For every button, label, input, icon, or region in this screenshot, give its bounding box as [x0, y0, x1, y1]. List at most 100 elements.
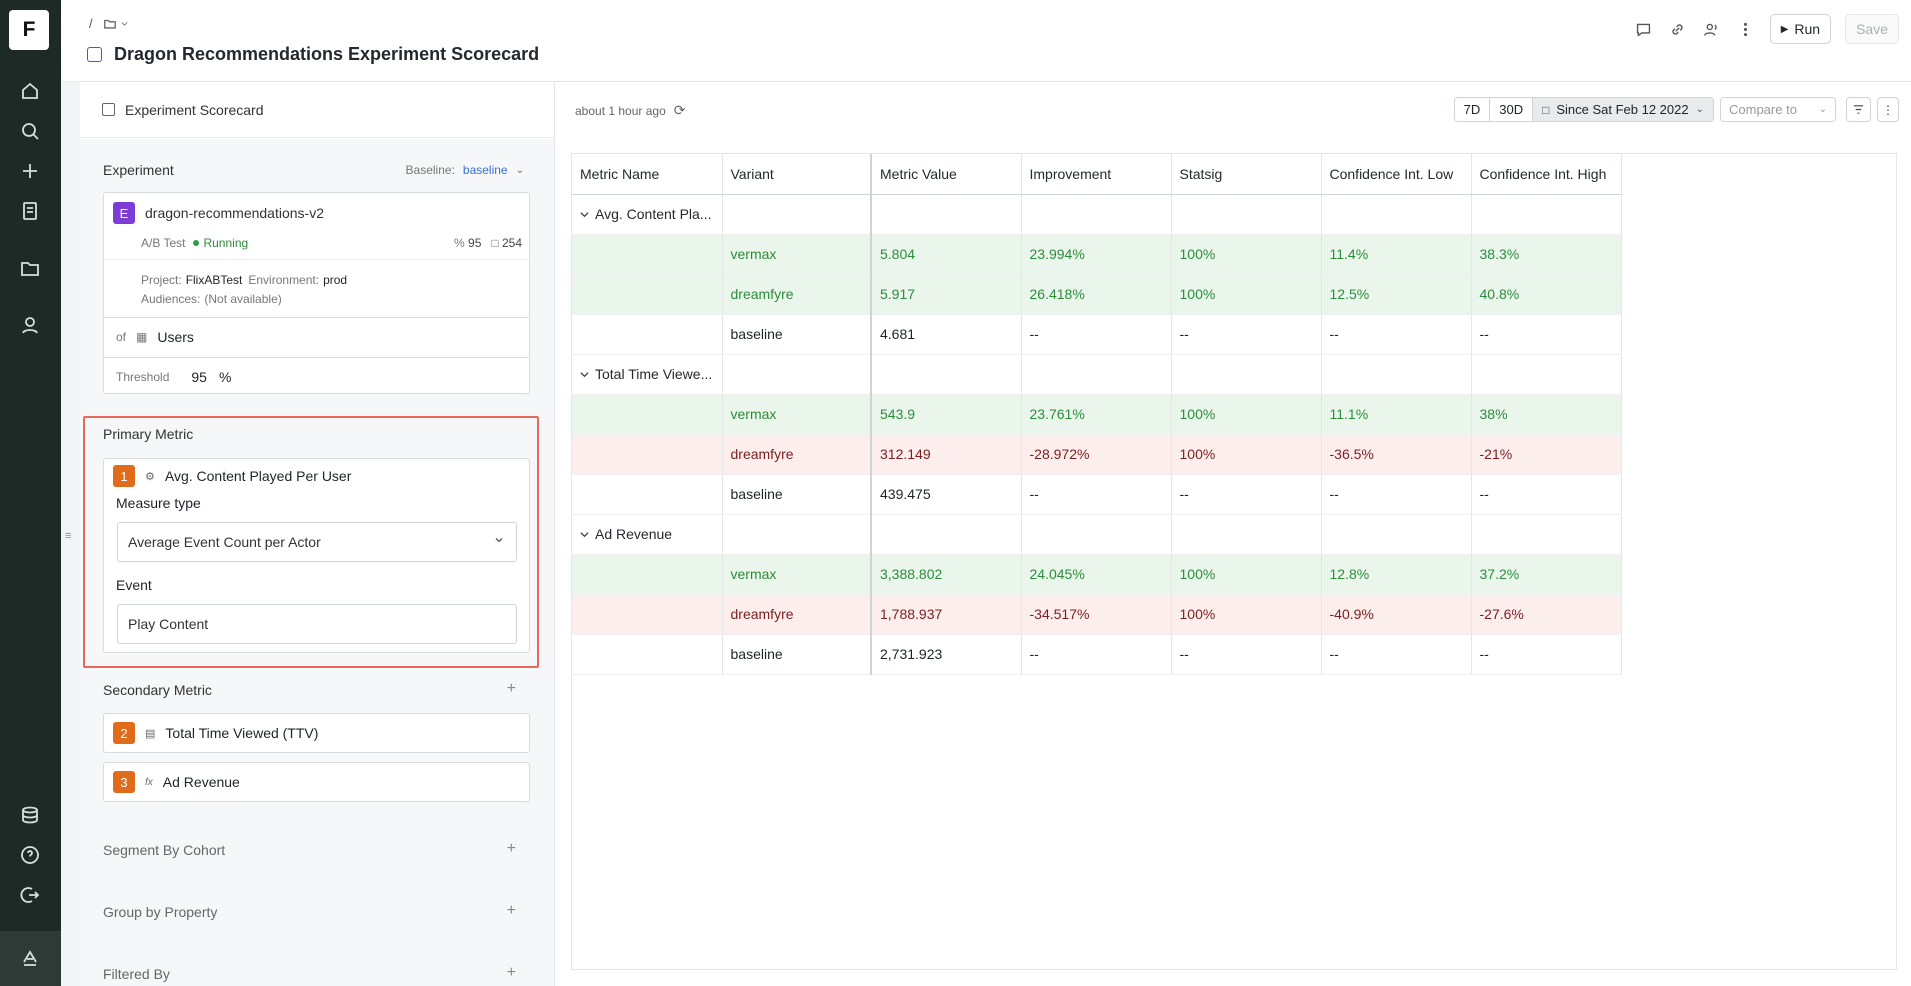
comment-icon[interactable] [1634, 19, 1654, 39]
column-header[interactable]: Metric Value [871, 154, 1022, 195]
high-cell: 38% [1471, 394, 1622, 435]
home-icon[interactable] [18, 79, 42, 103]
table-cell [572, 274, 723, 315]
chevron-down-icon [580, 372, 589, 378]
calendar-icon: □ [1542, 102, 1550, 117]
column-header[interactable]: Metric Name [572, 154, 723, 195]
improvement-cell: -- [1021, 474, 1172, 515]
value-cell: 543.9 [871, 394, 1022, 435]
table-cell [1171, 514, 1322, 555]
table-cell [1471, 194, 1622, 235]
drag-handle-icon[interactable]: ≡ [65, 530, 72, 542]
help-icon[interactable] [18, 843, 42, 867]
chart-metric-icon: ▤ [145, 727, 156, 740]
more-vertical-icon[interactable] [1736, 19, 1756, 39]
user-icon[interactable] [18, 313, 42, 337]
reports-icon[interactable] [18, 199, 42, 223]
save-button[interactable]: Save [1845, 14, 1899, 44]
value-cell: 4.681 [871, 314, 1022, 355]
table-cell [572, 234, 723, 275]
threshold-input[interactable]: 95 [191, 369, 207, 385]
chevron-down-icon [121, 22, 128, 26]
add-filter-button[interactable]: + [506, 964, 516, 981]
status-text: Running [203, 236, 249, 250]
panel-gutter: ≡ [61, 82, 80, 986]
column-header[interactable]: Confidence Int. Low [1321, 154, 1472, 195]
high-cell: -21% [1471, 434, 1622, 475]
add-secondary-metric-button[interactable]: + [506, 680, 516, 697]
share-users-icon[interactable] [1702, 19, 1722, 39]
column-header[interactable]: Confidence Int. High [1471, 154, 1622, 195]
add-cohort-button[interactable]: + [506, 840, 516, 857]
group-cell[interactable]: Avg. Content Pla... [572, 194, 723, 235]
app-logo[interactable]: F [9, 10, 49, 50]
group-cell[interactable]: Total Time Viewe... [572, 354, 723, 395]
table-cell [871, 354, 1022, 395]
logout-icon[interactable] [18, 883, 42, 907]
measure-type-select[interactable]: Average Event Count per Actor [117, 522, 517, 562]
run-button[interactable]: ▶ Run [1769, 14, 1832, 44]
brand-footer [0, 931, 61, 986]
secondary-metric-item[interactable]: 3 fx Ad Revenue [103, 762, 530, 802]
column-header[interactable]: Variant [722, 154, 872, 195]
primary-metric-card: 1 ⚙ Avg. Content Played Per User Measure… [103, 458, 530, 653]
secondary-metric-item[interactable]: 2 ▤ Total Time Viewed (TTV) [103, 713, 530, 753]
statsig-cell: -- [1171, 474, 1322, 515]
folder-icon[interactable] [18, 256, 42, 280]
filter-icon[interactable] [1846, 97, 1871, 122]
date-picker-button[interactable]: □ Since Sat Feb 12 2022 ⌄ [1533, 98, 1713, 121]
table-cell [572, 394, 723, 435]
improvement-cell: -34.517% [1021, 594, 1172, 635]
group-row[interactable]: Avg. Content Pla... [572, 194, 1622, 235]
range-7d-button[interactable]: 7D [1454, 98, 1491, 121]
plus-icon[interactable] [18, 159, 42, 183]
improvement-cell: -- [1021, 314, 1172, 355]
environment-value: prod [323, 273, 348, 287]
breadcrumb-folder-dropdown[interactable] [103, 17, 129, 31]
secondary-metric-name: Total Time Viewed (TTV) [165, 725, 319, 741]
column-header[interactable]: Statsig [1171, 154, 1322, 195]
experiment-type: A/B Test [141, 236, 186, 250]
of-value[interactable]: Users [157, 329, 194, 345]
event-input[interactable]: Play Content [117, 604, 517, 644]
segment-by-cohort-label: Segment By Cohort [103, 842, 226, 858]
table-cell [722, 514, 872, 555]
chevron-down-icon [580, 212, 589, 218]
statsig-cell: 100% [1171, 594, 1322, 635]
compare-to-placeholder: Compare to [1729, 102, 1797, 117]
primary-metric-name[interactable]: Avg. Content Played Per User [164, 468, 352, 484]
table-cell [1021, 194, 1172, 235]
brand-mark-icon[interactable] [18, 946, 42, 970]
more-vertical-icon[interactable]: ⋮ [1877, 97, 1899, 122]
database-icon[interactable] [18, 803, 42, 827]
group-cell[interactable]: Ad Revenue [572, 514, 723, 555]
metric-name: Ad Revenue [595, 526, 673, 542]
baseline-selector[interactable]: Baseline: baseline ⌄ [406, 163, 524, 177]
column-header[interactable]: Improvement [1021, 154, 1172, 195]
group-row[interactable]: Total Time Viewe... [572, 354, 1622, 395]
compare-to-select[interactable]: Compare to ⌄ [1720, 97, 1836, 122]
improvement-cell: 24.045% [1021, 554, 1172, 595]
threshold-unit: % [218, 369, 232, 385]
page-header: / Dragon Recommendations Experiment Scor… [61, 0, 1911, 82]
table-cell [1021, 354, 1172, 395]
statsig-cell: -- [1171, 314, 1322, 355]
range-30d-button[interactable]: 30D [1490, 98, 1534, 121]
status-badge: Running [193, 236, 248, 250]
add-group-by-button[interactable]: + [506, 902, 516, 919]
search-icon[interactable] [18, 119, 42, 143]
experiment-name[interactable]: dragon-recommendations-v2 [145, 205, 324, 221]
metric-name: Avg. Content Pla... [595, 206, 712, 222]
secondary-metric-label: Secondary Metric [103, 682, 212, 698]
refresh-icon[interactable]: ⟳ [673, 102, 686, 118]
variant-cell: dreamfyre [722, 594, 872, 635]
high-cell: -27.6% [1471, 594, 1622, 635]
improvement-cell: -28.972% [1021, 434, 1172, 475]
high-cell: -- [1471, 634, 1622, 675]
table-cell [572, 634, 723, 675]
group-row[interactable]: Ad Revenue [572, 514, 1622, 555]
filtered-by-label: Filtered By [103, 966, 170, 982]
statsig-cell: -- [1171, 634, 1322, 675]
link-icon[interactable] [1668, 19, 1688, 39]
event-value: Play Content [128, 616, 209, 632]
